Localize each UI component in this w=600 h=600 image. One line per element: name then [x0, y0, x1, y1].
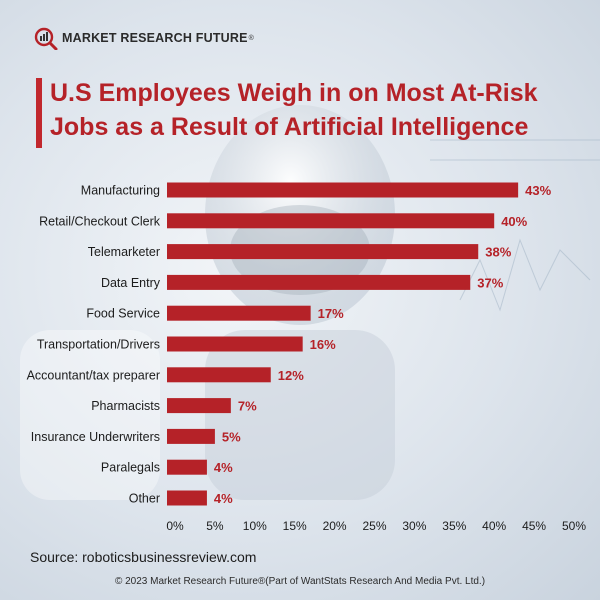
bar — [167, 305, 311, 321]
bar — [167, 182, 519, 198]
category-label: Telemarketer — [88, 245, 160, 259]
value-label: 4% — [214, 491, 233, 506]
category-label: Food Service — [86, 307, 160, 321]
source-text: Source: roboticsbusinessreview.com — [30, 549, 257, 565]
brand-name: MARKET RESEARCH FUTURE — [62, 31, 248, 45]
value-label: 7% — [238, 399, 257, 414]
category-label: Transportation/Drivers — [37, 338, 160, 352]
category-label: Data Entry — [101, 276, 161, 290]
category-label: Insurance Underwriters — [31, 430, 160, 444]
x-tick-label: 5% — [206, 519, 224, 533]
value-label: 5% — [222, 429, 241, 444]
value-label: 37% — [477, 275, 503, 290]
x-tick-label: 20% — [323, 519, 347, 533]
x-tick-label: 15% — [283, 519, 307, 533]
value-label: 17% — [318, 306, 344, 321]
x-tick-label: 0% — [166, 519, 184, 533]
category-label: Paralegals — [101, 461, 160, 475]
value-label: 4% — [214, 460, 233, 475]
brand-reg-mark: ® — [248, 34, 254, 42]
x-tick-label: 25% — [362, 519, 386, 533]
bar — [167, 367, 271, 383]
copyright-text: © 2023 Market Research Future®(Part of W… — [114, 576, 486, 587]
category-label: Other — [129, 492, 160, 506]
chart-title: U.S Employees Weigh in on Most At-Risk J… — [50, 79, 538, 141]
brand-logo: MARKET RESEARCH FUTURE ® — [34, 26, 254, 50]
bar — [167, 490, 207, 506]
value-label: 38% — [485, 245, 511, 260]
logo-icon — [34, 27, 58, 50]
x-tick-label: 45% — [522, 519, 546, 533]
bar — [167, 213, 495, 229]
value-label: 40% — [501, 214, 527, 229]
category-label: Retail/Checkout Clerk — [39, 214, 161, 228]
category-label: Manufacturing — [81, 184, 160, 198]
bar — [167, 398, 231, 414]
title-accent-bar — [36, 78, 42, 148]
x-tick-label: 10% — [243, 519, 267, 533]
bar — [167, 274, 471, 290]
bar — [167, 336, 303, 352]
value-label: 43% — [525, 183, 551, 198]
value-label: 16% — [310, 337, 336, 352]
x-tick-label: 40% — [482, 519, 506, 533]
bar — [167, 428, 215, 444]
value-label: 12% — [278, 368, 304, 383]
x-tick-label: 35% — [442, 519, 466, 533]
x-tick-label: 30% — [402, 519, 426, 533]
x-tick-label: 50% — [562, 519, 586, 533]
category-label: Pharmacists — [91, 399, 160, 413]
category-label: Accountant/tax preparer — [27, 368, 160, 382]
bar — [167, 244, 479, 260]
bar — [167, 459, 207, 475]
